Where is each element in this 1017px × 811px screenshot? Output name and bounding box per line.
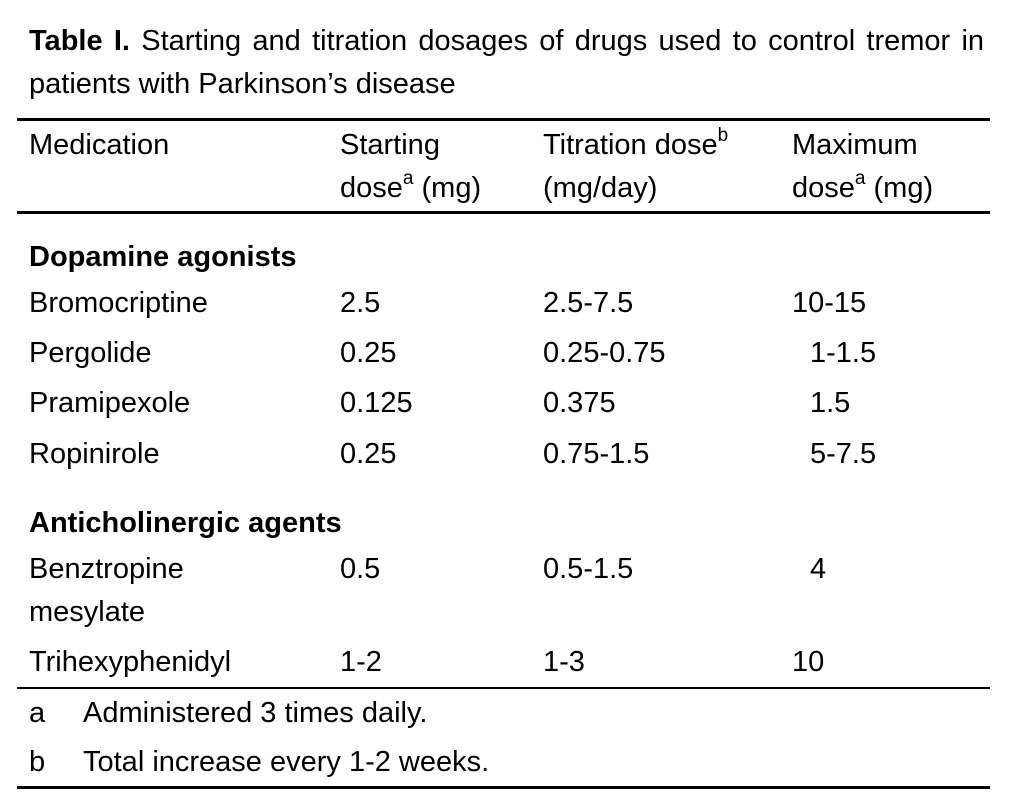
row-maximum: 4 bbox=[810, 553, 827, 585]
footnote-text: Total increase every 1-2 weeks. bbox=[83, 746, 490, 778]
row-medication: Trihexyphenidyl bbox=[29, 646, 232, 678]
row-medication-line2: mesylate bbox=[29, 596, 146, 628]
table-caption-text: Starting and titration dosages of drugs … bbox=[29, 25, 985, 100]
header-starting-dose: dose bbox=[340, 172, 403, 204]
row-starting: 1-2 bbox=[340, 646, 382, 678]
header-titration-line1: Titration doseb bbox=[543, 124, 728, 167]
header-titration-dose: Titration dose bbox=[543, 129, 718, 161]
header-maximum-line1: Maximum bbox=[792, 129, 918, 161]
row-titration: 0.25-0.75 bbox=[543, 337, 666, 369]
row-titration: 2.5-7.5 bbox=[543, 287, 634, 319]
row-medication: Ropinirole bbox=[29, 438, 160, 470]
row-titration: 0.75-1.5 bbox=[543, 438, 650, 470]
bottom-rule bbox=[17, 786, 990, 789]
header-maximum-unit: (mg) bbox=[865, 172, 934, 204]
footnote-mark: a bbox=[29, 697, 46, 729]
header-medication: Medication bbox=[29, 129, 170, 161]
row-titration: 0.5-1.5 bbox=[543, 553, 634, 585]
header-maximum-dose: dose bbox=[792, 172, 855, 204]
row-starting: 0.25 bbox=[340, 337, 397, 369]
header-starting-unit: (mg) bbox=[413, 172, 482, 204]
row-maximum: 1.5 bbox=[810, 387, 851, 419]
top-rule bbox=[17, 118, 990, 121]
row-starting: 0.125 bbox=[340, 387, 413, 419]
footnote-mark: b bbox=[29, 746, 46, 778]
row-starting: 2.5 bbox=[340, 287, 381, 319]
row-maximum: 10 bbox=[792, 646, 825, 678]
header-titration-sup: b bbox=[717, 125, 729, 147]
row-starting: 0.5 bbox=[340, 553, 381, 585]
footnote-rule bbox=[17, 687, 990, 689]
footnote-text: Administered 3 times daily. bbox=[83, 697, 428, 729]
header-rule bbox=[17, 211, 990, 214]
header-starting-line2: dosea (mg) bbox=[340, 167, 481, 210]
row-medication: Pergolide bbox=[29, 337, 152, 369]
header-maximum-sup: a bbox=[854, 168, 866, 190]
row-medication-line1: Benztropine bbox=[29, 553, 184, 585]
row-maximum: 5-7.5 bbox=[810, 438, 877, 470]
row-medication: Pramipexole bbox=[29, 387, 191, 419]
table-caption: Table I. Starting and titration dosages … bbox=[29, 20, 984, 106]
row-maximum: 10-15 bbox=[792, 287, 867, 319]
section-title-dopamine-agonists: Dopamine agonists bbox=[29, 241, 297, 273]
header-maximum-line2: dosea (mg) bbox=[792, 167, 933, 210]
section-title-anticholinergic-agents: Anticholinergic agents bbox=[29, 507, 342, 539]
row-titration: 1-3 bbox=[543, 646, 585, 678]
header-starting-sup: a bbox=[402, 168, 414, 190]
row-maximum: 1-1.5 bbox=[810, 337, 877, 369]
row-medication: Bromocriptine bbox=[29, 287, 208, 319]
table-caption-label: Table I. bbox=[29, 25, 130, 57]
row-titration: 0.375 bbox=[543, 387, 616, 419]
header-starting-line1: Starting bbox=[340, 129, 440, 161]
row-starting: 0.25 bbox=[340, 438, 397, 470]
header-titration-line2: (mg/day) bbox=[543, 172, 658, 204]
